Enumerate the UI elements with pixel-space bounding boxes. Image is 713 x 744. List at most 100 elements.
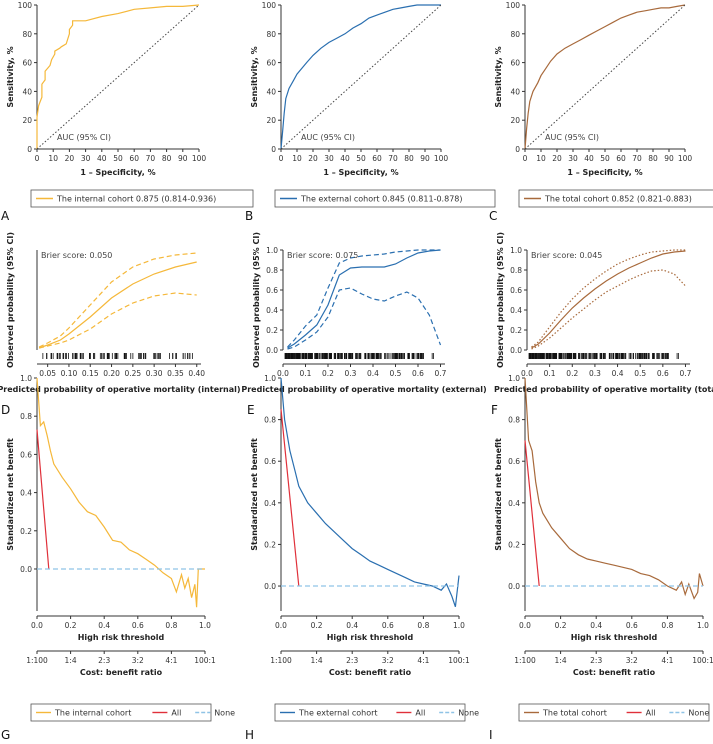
x-tick-label: 0.4 [346,621,358,630]
panel-G: 0.0 0.2 0.4 0.6 0.8 1.0 0.0 0.2 0.4 0.6 0.8 1.0 High… [1,374,235,742]
panel-F: 0.00.20.40.60.81.00.0 0.1 0.2 0.3 0.4 0.5 0.6 0… [491,232,713,417]
rug-plot [42,353,193,359]
legend-label: The external cohort [298,709,378,718]
x-tick-label: 0.15 [82,369,99,378]
panel-D: 0.05 0.10 0.15 0.20 0.25 0.30 0.35 0.40 Predicte… [0,232,241,417]
series-line-reference [280,4,442,150]
series-line-all [280,409,300,587]
y-axis-label: Sensitivity, % [250,46,259,107]
y-tick-label: 0.6 [266,286,278,295]
x-tick-label: 70 [632,154,642,163]
panel-label: I [489,728,493,742]
series-line-upper-95-ci [531,249,686,348]
x-tick-label: 0.2 [555,621,567,630]
x-tick-label: 0.8 [165,621,177,630]
x-tick-label: 100 [192,154,207,163]
y-tick-label: 0.6 [508,457,520,466]
y-axis-label: Standardized net benefit [494,438,503,551]
legend-label: None [214,709,235,718]
y-tick-label: 1.0 [264,374,276,383]
y-tick-label: 0.4 [264,499,276,508]
legend-box [518,189,713,208]
legend-label: The external cohort 0.845 (0.811-0.878) [300,195,463,204]
x-tick-label: 0.2 [311,621,323,630]
y-tick-label: 0.8 [266,266,278,275]
x-tick-label: 0.1 [300,369,312,378]
legend-label: All [171,709,181,718]
x-tick-label: 0 [35,154,40,163]
y-tick-label: 0.6 [510,286,522,295]
x-tick-label: 0.3 [345,369,357,378]
y-tick-label: 0.6 [20,450,32,459]
series-line-the-internal-cohort [36,377,205,608]
x-tick-label: 0.7 [435,369,447,378]
legend-box [30,189,254,208]
x2-tick-label: 1:4 [555,656,567,665]
y-axis-label: Observed probability (95% CI) [6,232,15,368]
series-line-upper-95-ci [287,249,441,348]
x-tick-label: 60 [372,154,382,163]
legend-box [518,703,710,722]
y-tick-label: 80 [22,30,32,39]
x-tick-label: 0.0 [277,369,289,378]
x-tick-label: 0.2 [322,369,334,378]
y-tick-label: 0.4 [510,306,522,315]
y-tick-label: 100 [506,1,521,10]
x2-tick-label: 2:3 [98,656,110,665]
y-tick-label: 0.0 [266,346,278,355]
x-tick-label: 0 [279,154,284,163]
x2-tick-label: 1:4 [65,656,77,665]
y-tick-label: 0.8 [508,416,520,425]
x-tick-label: 80 [648,154,658,163]
series-line-upper-95-ci [38,252,197,348]
auc-annotation: AUC (95% CI) [57,133,111,142]
series-line-the-total-cohort [524,377,704,600]
x-tick-label: 0.30 [146,369,163,378]
y-tick-label: 60 [266,59,276,68]
legend-box [274,703,466,722]
x2-tick-label: 3:2 [626,656,638,665]
y-axis-label: Observed probability (95% CI) [252,232,261,368]
y-tick-label: 0.6 [264,457,276,466]
brier-annotation: Brier score: 0.045 [531,251,602,260]
x-tick-label: 0.25 [124,369,141,378]
panel-I: 0.0 0.2 0.4 0.6 0.8 1.0 0.0 0.2 0.4 0.6 0.8 1.0 High… [489,374,713,742]
y-axis-label: Observed probability (95% CI) [496,232,505,368]
x2-tick-label: 4:1 [417,656,429,665]
y-tick-label: 20 [22,116,32,125]
x-tick-label: 0.6 [412,369,424,378]
x-tick-label: 0.8 [417,621,429,630]
panel-label: D [1,403,10,417]
x-tick-label: 30 [324,154,334,163]
x2-tick-label: 4:1 [165,656,177,665]
x-tick-label: 50 [356,154,366,163]
x-tick-label: 0.0 [31,621,43,630]
x-tick-label: 0.10 [61,369,78,378]
x-tick-label: 0 [523,154,528,163]
panel-label: G [1,728,10,742]
y-tick-label: 0.4 [508,499,520,508]
x-tick-label: 1.0 [453,621,465,630]
x2-tick-label: 2:3 [590,656,602,665]
y-tick-label: 60 [510,59,520,68]
y-tick-label: 0.0 [264,582,276,591]
x-tick-label: 0.8 [661,621,673,630]
y-tick-label: 80 [266,30,276,39]
auc-annotation: AUC (95% CI) [545,133,599,142]
series-line-calibration [287,249,441,349]
x-tick-label: 90 [178,154,188,163]
x-tick-label: 1.0 [199,621,211,630]
x2-axis-label: Cost: benefit ratio [329,668,412,677]
y-tick-label: 100 [18,1,33,10]
legend-label: All [646,709,656,718]
y-axis-label: Sensitivity, % [494,46,503,107]
x-tick-label: 0.4 [590,621,602,630]
x-tick-label: 10 [48,154,58,163]
x-axis-label: 1 – Specificity, % [567,168,642,177]
x-tick-label: 0.40 [188,369,205,378]
x-tick-label: 70 [388,154,398,163]
x-tick-label: 70 [146,154,156,163]
x-tick-label: 0.3 [589,369,601,378]
y-tick-label: 0.0 [508,582,520,591]
x-tick-label: 80 [162,154,172,163]
